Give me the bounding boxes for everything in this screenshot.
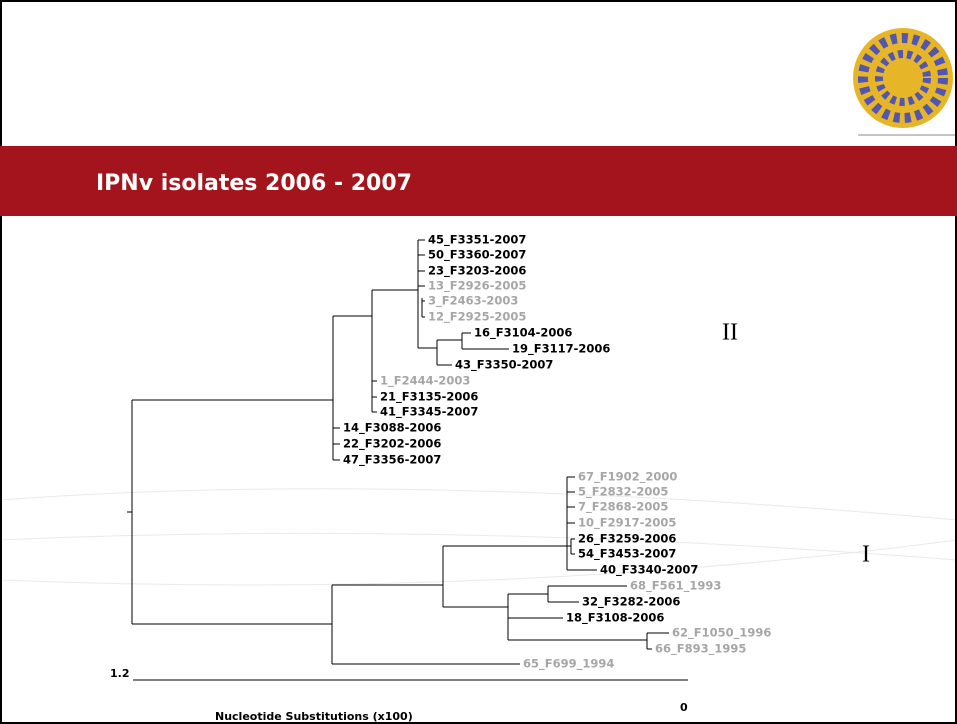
- clade-label: II: [722, 320, 738, 346]
- clade-label: I: [862, 542, 870, 568]
- leaf-label: 68_F561_1993: [630, 579, 721, 594]
- leaf-label: 62_F1050_1996: [672, 626, 771, 641]
- virus-image: [853, 28, 955, 136]
- leaf-label: 22_F3202-2006: [343, 437, 441, 452]
- leaf-label: 7_F2868-2005: [578, 500, 668, 515]
- leaf-label: 65_F699_1994: [523, 657, 614, 672]
- leaf-label: 5_F2832-2005: [578, 485, 668, 500]
- leaf-label: 45_F3351-2007: [428, 233, 526, 248]
- leaf-label: 26_F3259-2006: [578, 532, 676, 547]
- leaf-label: 19_F3117-2006: [512, 342, 610, 357]
- leaf-label: 67_F1902_2000: [578, 470, 677, 485]
- slide-title: IPNv isolates 2006 - 2007: [96, 171, 412, 196]
- leaf-label: 10_F2917-2005: [578, 516, 676, 531]
- leaf-label: 54_F3453-2007: [578, 547, 676, 562]
- leaf-label: 32_F3282-2006: [582, 595, 680, 610]
- scale-end: 0: [680, 701, 688, 714]
- leaf-label: 43_F3350-2007: [455, 358, 553, 373]
- leaf-label: 18_F3108-2006: [566, 611, 664, 626]
- leaf-label: 47_F3356-2007: [343, 453, 441, 468]
- leaf-label: 13_F2926-2005: [428, 279, 526, 294]
- scale-label: Nucleotide Substitutions (x100): [215, 710, 413, 723]
- leaf-label: 1_F2444-2003: [380, 374, 470, 389]
- leaf-label: 41_F3345-2007: [380, 405, 478, 420]
- leaf-label: 40_F3340-2007: [600, 563, 698, 578]
- leaf-label: 16_F3104-2006: [474, 326, 572, 341]
- phylogenetic-tree: 45_F3351-200750_F3360-200723_F3203-20061…: [127, 233, 771, 672]
- scale-start: 1.2: [110, 667, 130, 680]
- leaf-label: 14_F3088-2006: [343, 421, 441, 436]
- leaf-label: 23_F3203-2006: [428, 264, 526, 279]
- leaf-label: 50_F3360-2007: [428, 248, 526, 263]
- leaf-label: 21_F3135-2006: [380, 390, 478, 405]
- leaf-label: 12_F2925-2005: [428, 310, 526, 325]
- leaf-label: 66_F893_1995: [655, 642, 746, 657]
- title-band: [0, 146, 957, 216]
- leaf-label: 3_F2463-2003: [428, 294, 518, 309]
